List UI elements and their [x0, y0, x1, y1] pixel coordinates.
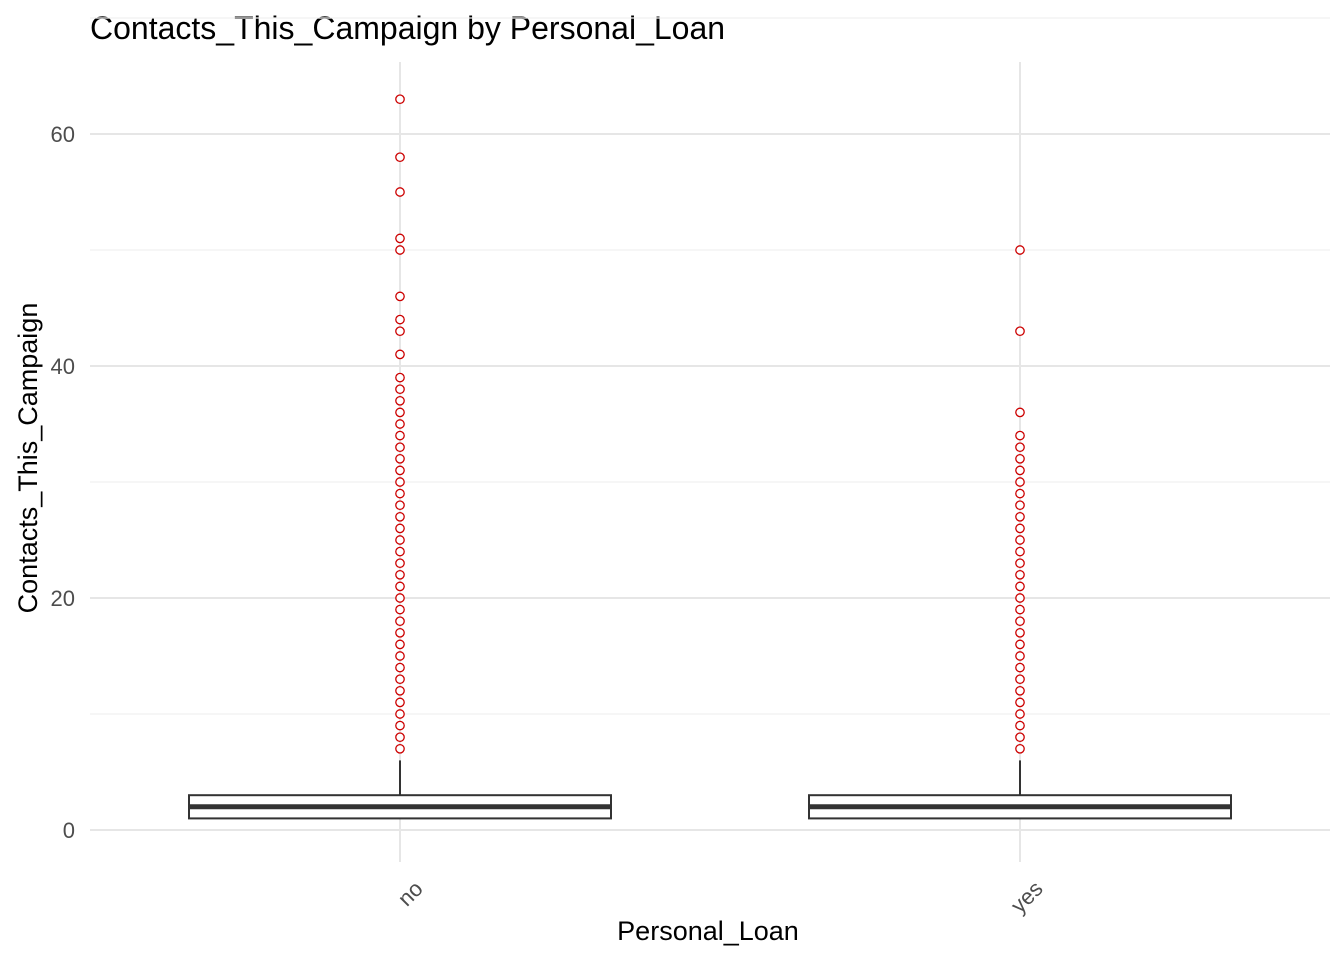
outlier-point [395, 465, 405, 476]
outlier-point [1015, 511, 1025, 522]
outlier-point [395, 593, 405, 603]
outlier-point [1015, 477, 1025, 487]
y-tick-label: 20 [51, 586, 75, 611]
outlier-point [395, 743, 405, 754]
outlier-point [1015, 558, 1025, 569]
outlier-point [395, 384, 405, 395]
y-tick-labels: 0 20 40 60 [51, 122, 75, 843]
outlier-point [1015, 662, 1025, 673]
outlier-point [1015, 535, 1025, 545]
outlier-point [1015, 453, 1025, 464]
outlier-point [395, 523, 405, 534]
minor-gridlines [90, 17, 1330, 715]
outlier-point [395, 245, 405, 255]
y-tick-label: 60 [51, 122, 75, 147]
outlier-point [1015, 720, 1025, 731]
outlier-point [1015, 546, 1025, 557]
outlier-point [395, 511, 405, 522]
outlier-point [395, 395, 405, 406]
outlier-point [395, 326, 405, 337]
outlier-point [1015, 326, 1025, 337]
outlier-point [1015, 500, 1025, 511]
outlier-point [395, 546, 405, 557]
box-group [188, 760, 1232, 820]
outlier-point [395, 291, 405, 302]
outlier-point [395, 477, 405, 487]
outlier-point [1015, 430, 1025, 441]
outlier-point [395, 372, 405, 383]
outlier-point [1015, 697, 1025, 708]
outlier-point [1015, 743, 1025, 754]
outlier-point [395, 558, 405, 569]
outlier-point [1015, 442, 1025, 453]
outlier-point [395, 349, 405, 360]
outlier-point [395, 419, 405, 429]
x-tick-label: no [393, 876, 428, 911]
outlier-point [395, 616, 405, 627]
outlier-point [395, 709, 405, 719]
outlier-point [395, 662, 405, 673]
outlier-point [1015, 732, 1025, 743]
outlier-points [395, 94, 1025, 754]
outlier-point [1015, 407, 1025, 418]
outlier-point [1015, 616, 1025, 627]
outlier-point [1015, 651, 1025, 661]
chart-title: Contacts_This_Campaign by Personal_Loan [90, 10, 726, 46]
x-tick-label: yes [1006, 876, 1048, 918]
outlier-point [395, 430, 405, 441]
outlier-point [395, 581, 405, 592]
outlier-point [1015, 593, 1025, 603]
outlier-point [395, 685, 405, 696]
outlier-point [395, 569, 405, 580]
outlier-point [395, 94, 405, 105]
outlier-point [395, 488, 405, 499]
outlier-point [395, 453, 405, 464]
outlier-point [395, 407, 405, 418]
x-tick-labels: no yes [393, 876, 1048, 918]
outlier-point [395, 314, 405, 325]
outlier-point [395, 442, 405, 453]
outlier-point [1015, 674, 1025, 685]
outlier-point [1015, 627, 1025, 638]
outlier-point [1015, 581, 1025, 592]
outlier-point [1015, 709, 1025, 719]
outlier-point [395, 697, 405, 708]
outlier-point [395, 604, 405, 615]
y-axis-title: Contacts_This_Campaign [13, 303, 43, 614]
outlier-point [395, 732, 405, 743]
outlier-point [395, 720, 405, 731]
outlier-point [395, 639, 405, 650]
outlier-point [1015, 245, 1025, 255]
outlier-point [395, 233, 405, 244]
outlier-point [1015, 523, 1025, 534]
outlier-point [1015, 685, 1025, 696]
outlier-point [395, 187, 405, 197]
x-axis-title: Personal_Loan [617, 916, 799, 946]
outlier-point [1015, 465, 1025, 476]
outlier-point [395, 674, 405, 685]
outlier-point [395, 152, 405, 163]
outlier-point [395, 651, 405, 661]
outlier-point [395, 500, 405, 511]
y-tick-label: 0 [63, 818, 75, 843]
major-gridlines [90, 62, 1330, 862]
outlier-point [1015, 639, 1025, 650]
y-tick-label: 40 [51, 354, 75, 379]
outlier-point [395, 627, 405, 638]
outlier-point [1015, 604, 1025, 615]
outlier-point [1015, 488, 1025, 499]
outlier-point [1015, 569, 1025, 580]
outlier-point [395, 535, 405, 545]
